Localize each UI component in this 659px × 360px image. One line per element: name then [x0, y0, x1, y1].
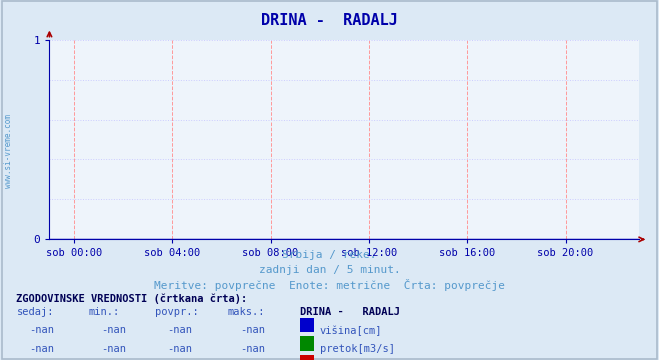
Text: -nan: -nan — [240, 325, 265, 336]
Text: Srbija / reke.: Srbija / reke. — [282, 250, 377, 260]
Text: -nan: -nan — [29, 325, 54, 336]
Text: DRINA -   RADALJ: DRINA - RADALJ — [300, 307, 400, 317]
Text: min.:: min.: — [89, 307, 120, 317]
Text: www.si-vreme.com: www.si-vreme.com — [4, 114, 13, 188]
Text: -nan: -nan — [29, 344, 54, 354]
Text: ZGODOVINSKE VREDNOSTI (črtkana črta):: ZGODOVINSKE VREDNOSTI (črtkana črta): — [16, 293, 248, 304]
Text: -nan: -nan — [101, 325, 127, 336]
Text: -nan: -nan — [167, 344, 192, 354]
Text: -nan: -nan — [101, 344, 127, 354]
Text: -nan: -nan — [167, 325, 192, 336]
Text: višina[cm]: višina[cm] — [320, 325, 382, 336]
Text: povpr.:: povpr.: — [155, 307, 198, 317]
Text: zadnji dan / 5 minut.: zadnji dan / 5 minut. — [258, 265, 401, 275]
Text: pretok[m3/s]: pretok[m3/s] — [320, 344, 395, 354]
Text: sedaj:: sedaj: — [16, 307, 54, 317]
Text: DRINA -  RADALJ: DRINA - RADALJ — [261, 13, 398, 28]
Text: -nan: -nan — [240, 344, 265, 354]
Text: maks.:: maks.: — [227, 307, 265, 317]
Text: Meritve: povprečne  Enote: metrične  Črta: povprečje: Meritve: povprečne Enote: metrične Črta:… — [154, 279, 505, 291]
